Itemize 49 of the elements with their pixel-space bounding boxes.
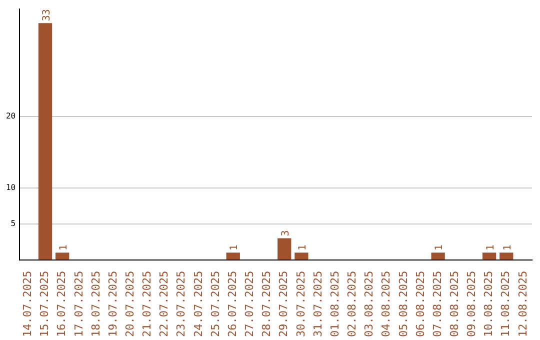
x-tick-label: 05.08.2025 (396, 270, 410, 338)
x-tick-label: 29.07.2025 (277, 270, 290, 338)
data-label: 1 (58, 244, 70, 251)
data-label: 1 (434, 244, 446, 251)
x-tick-label: 22.07.2025 (158, 270, 171, 338)
x-tick-label: 28.07.2025 (260, 270, 274, 338)
x-tick-label: 16.07.2025 (55, 270, 68, 338)
x-tick-label: 18.07.2025 (89, 270, 102, 338)
x-tick-label: 04.08.2025 (380, 270, 393, 338)
x-tick-label: 24.07.2025 (192, 270, 205, 338)
bar (278, 238, 292, 260)
bar (38, 23, 52, 260)
x-tick-label: 03.08.2025 (362, 270, 376, 338)
x-tick-label: 23.07.2025 (174, 270, 188, 338)
x-tick-label: 10.08.2025 (482, 270, 496, 338)
data-label: 3 (280, 230, 292, 236)
x-tick-label: 31.07.2025 (311, 270, 324, 338)
x-tick-label: 26.07.2025 (226, 270, 239, 338)
y-tick-label: 20 (6, 111, 16, 120)
bar (431, 252, 445, 260)
bar (482, 252, 496, 260)
y-tick-label: 10 (6, 183, 16, 192)
x-tick-label: 12.08.2025 (516, 270, 530, 338)
x-tick-label: 27.07.2025 (243, 270, 256, 338)
x-tick-label: 08.08.2025 (448, 270, 462, 338)
x-tick-label: 06.08.2025 (414, 270, 427, 338)
x-tick-label: 11.08.2025 (499, 270, 512, 338)
x-tick-label: 21.07.2025 (140, 270, 154, 338)
x-tick-label: 30.07.2025 (294, 270, 308, 338)
data-label: 33 (41, 9, 52, 22)
data-label: 1 (297, 244, 308, 251)
data-label: 1 (485, 244, 496, 251)
x-tick-label: 15.07.2025 (38, 270, 52, 338)
bar (500, 252, 514, 260)
x-tick-label: 25.07.2025 (208, 270, 222, 338)
x-tick-label: 17.07.2025 (72, 270, 86, 338)
bar (226, 252, 240, 260)
bar (294, 252, 308, 260)
data-label: 1 (229, 244, 240, 251)
x-tick-label: 02.08.2025 (346, 270, 359, 338)
data-label: 1 (502, 244, 514, 251)
x-tick-label: 20.07.2025 (124, 270, 137, 338)
y-tick-label: 5 (10, 219, 16, 228)
x-tick-label: 09.08.2025 (465, 270, 478, 338)
x-tick-label: 07.08.2025 (430, 270, 444, 338)
x-tick-label: 01.08.2025 (328, 270, 342, 338)
x-tick-label: 14.07.2025 (21, 270, 34, 338)
bar (56, 252, 70, 260)
x-tick-label: 19.07.2025 (106, 270, 120, 338)
